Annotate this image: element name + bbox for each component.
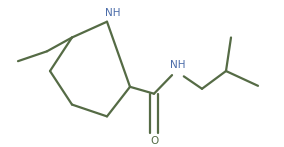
Text: O: O	[150, 136, 158, 146]
Text: NH: NH	[105, 8, 121, 18]
Text: NH: NH	[170, 60, 185, 70]
